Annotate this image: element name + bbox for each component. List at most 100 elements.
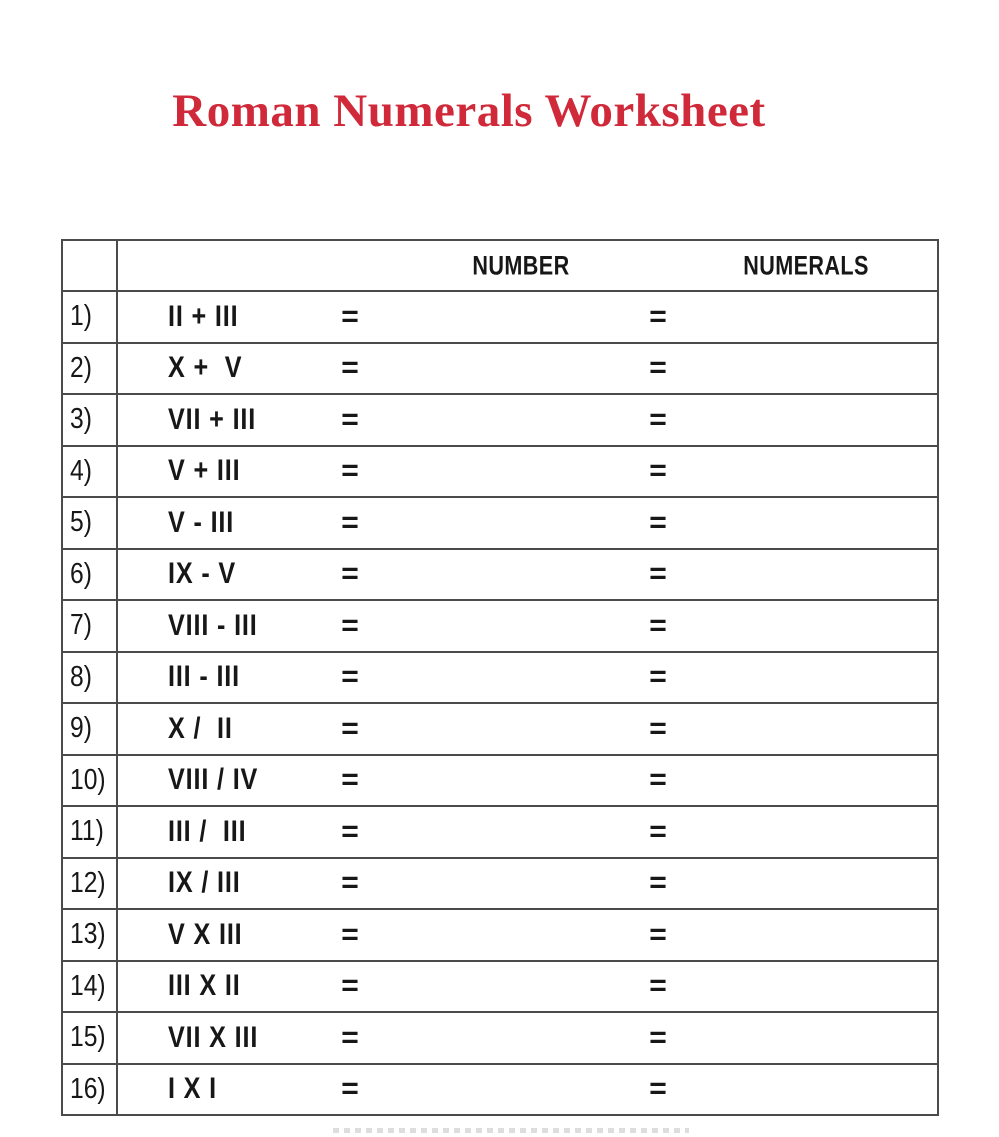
equals-sign-number-column: = [341, 763, 359, 797]
row-number-cell: 10) [63, 755, 118, 805]
row-number: 11) [70, 815, 104, 848]
row-number: 2) [70, 351, 92, 384]
equals-sign-numerals-column: = [649, 660, 667, 694]
row-number-cell: 16) [63, 1064, 118, 1114]
row-number: 16) [70, 1072, 106, 1105]
row-number: 6) [70, 557, 92, 590]
table-row: 8) III - III = = [63, 652, 937, 704]
equals-sign-number-column: = [341, 866, 359, 900]
equals-sign-number-column: = [341, 351, 359, 385]
row-content-cell: VIII / IV = = [118, 756, 937, 806]
table-row: 15) VII X III = = [63, 1013, 937, 1065]
equals-sign-numerals-column: = [649, 969, 667, 1003]
row-content-cell: VII + III = = [118, 395, 937, 445]
equals-sign-numerals-column: = [649, 763, 667, 797]
row-content-cell: VII X III = = [118, 1013, 937, 1063]
row-number-cell: 7) [63, 601, 118, 651]
row-number-cell: 2) [63, 343, 118, 393]
roman-expression: VII + III [168, 402, 257, 436]
worksheet-table: NUMBER NUMERALS 1) II + III = = 2) X + V… [61, 239, 939, 1116]
equals-sign-numerals-column: = [649, 351, 667, 385]
row-content-cell: X / II = = [118, 704, 937, 754]
row-content-cell: III - III = = [118, 653, 937, 703]
equals-sign-numerals-column: = [649, 814, 667, 848]
equals-sign-number-column: = [341, 711, 359, 745]
row-content-cell: II + III = = [118, 292, 937, 342]
row-number-cell: 5) [63, 498, 118, 548]
equals-sign-number-column: = [341, 1072, 359, 1106]
row-number: 10) [70, 763, 106, 796]
equals-sign-number-column: = [341, 814, 359, 848]
table-row: 16) I X I = = [63, 1064, 937, 1114]
row-number: 12) [70, 866, 106, 899]
header-corner-cell [63, 241, 118, 290]
equals-sign-number-column: = [341, 608, 359, 642]
row-number-cell: 3) [63, 395, 118, 445]
roman-expression: III / III [168, 814, 247, 848]
roman-expression: V X III [168, 917, 243, 951]
roman-expression: III - III [168, 660, 240, 694]
table-header-row: NUMBER NUMERALS [63, 241, 937, 292]
equals-sign-number-column: = [341, 299, 359, 333]
equals-sign-number-column: = [341, 557, 359, 591]
table-row: 7) VIII - III = = [63, 601, 937, 653]
roman-expression: VIII - III [168, 608, 258, 642]
row-number: 13) [70, 918, 106, 951]
row-number-cell: 13) [63, 910, 118, 960]
row-number: 14) [70, 969, 106, 1002]
row-number-cell: 8) [63, 652, 118, 702]
equals-sign-number-column: = [341, 402, 359, 436]
column-header-numerals: NUMERALS [743, 250, 869, 280]
row-content-cell: IX - V = = [118, 550, 937, 600]
equals-sign-numerals-column: = [649, 866, 667, 900]
row-number-cell: 11) [63, 807, 118, 857]
row-content-cell: VIII - III = = [118, 601, 937, 651]
row-number-cell: 9) [63, 704, 118, 754]
header-main-cell: NUMBER NUMERALS [118, 241, 937, 290]
roman-expression: VII X III [168, 1020, 259, 1054]
row-number: 15) [70, 1021, 106, 1054]
row-number: 3) [70, 403, 92, 436]
equals-sign-number-column: = [341, 917, 359, 951]
table-row: 4) V + III = = [63, 446, 937, 498]
column-header-number: NUMBER [472, 250, 570, 280]
table-row: 10) VIII / IV = = [63, 755, 937, 807]
row-content-cell: III / III = = [118, 807, 937, 857]
roman-expression: V - III [168, 505, 235, 539]
row-content-cell: III X II = = [118, 962, 937, 1012]
row-content-cell: V - III = = [118, 498, 937, 548]
row-number: 7) [70, 609, 92, 642]
row-content-cell: X + V = = [118, 344, 937, 394]
equals-sign-number-column: = [341, 454, 359, 488]
equals-sign-number-column: = [341, 660, 359, 694]
row-number-cell: 4) [63, 446, 118, 496]
row-number: 5) [70, 506, 92, 539]
equals-sign-numerals-column: = [649, 711, 667, 745]
roman-expression: II + III [168, 299, 239, 333]
row-number-cell: 15) [63, 1013, 118, 1063]
equals-sign-numerals-column: = [649, 505, 667, 539]
row-number-cell: 1) [63, 292, 118, 342]
equals-sign-numerals-column: = [649, 299, 667, 333]
equals-sign-numerals-column: = [649, 557, 667, 591]
row-number: 8) [70, 660, 92, 693]
table-row: 14) III X II = = [63, 961, 937, 1013]
roman-expression: V + III [168, 454, 241, 488]
table-row: 9) X / II = = [63, 704, 937, 756]
roman-expression: IX - V [168, 557, 237, 591]
table-row: 3) VII + III = = [63, 395, 937, 447]
table-row: 1) II + III = = [63, 292, 937, 344]
equals-sign-numerals-column: = [649, 1072, 667, 1106]
table-row: 11) III / III = = [63, 807, 937, 859]
table-row: 2) X + V = = [63, 343, 937, 395]
table-row: 6) IX - V = = [63, 549, 937, 601]
equals-sign-number-column: = [341, 969, 359, 1003]
row-number: 9) [70, 712, 92, 745]
roman-expression: III X II [168, 969, 241, 1003]
roman-expression: I X I [168, 1072, 218, 1106]
equals-sign-numerals-column: = [649, 1020, 667, 1054]
roman-expression: X + V [168, 351, 243, 385]
equals-sign-numerals-column: = [649, 402, 667, 436]
equals-sign-number-column: = [341, 505, 359, 539]
table-row: 12) IX / III = = [63, 858, 937, 910]
